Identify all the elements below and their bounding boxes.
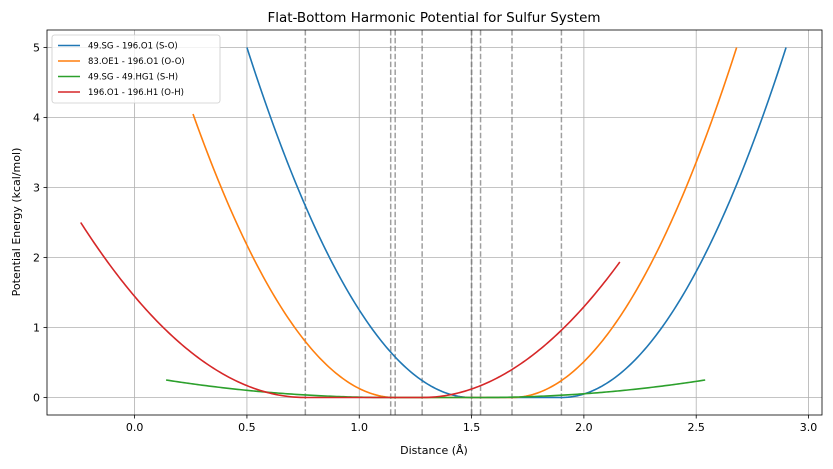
x-tick-label: 3.0 xyxy=(800,421,818,434)
y-tick-label: 0 xyxy=(33,392,40,405)
legend-label: 49.SG - 49.HG1 (S-H) xyxy=(88,73,178,83)
y-tick-label: 5 xyxy=(33,42,40,55)
y-tick-label: 1 xyxy=(33,322,40,335)
legend-label: 83.OE1 - 196.O1 (O-O) xyxy=(88,57,185,67)
threshold-lines xyxy=(304,30,563,415)
y-tick-label: 2 xyxy=(33,252,40,265)
axis-ticks: 0.0 0.5 1.0 1.5 2.0 2.5 3.0 0 1 2 3 4 5 xyxy=(33,42,817,435)
x-tick-label: 1.0 xyxy=(350,421,368,434)
legend-label: 49.SG - 196.O1 (S-O) xyxy=(88,42,178,52)
y-axis-label: Potential Energy (kcal/mol) xyxy=(10,148,23,297)
grid xyxy=(47,30,822,415)
legend-label: 196.O1 - 196.H1 (O-H) xyxy=(88,88,184,98)
x-tick-label: 0.5 xyxy=(238,421,256,434)
legend: 49.SG - 196.O1 (S-O) 83.OE1 - 196.O1 (O-O… xyxy=(51,34,221,104)
y-tick-label: 3 xyxy=(33,182,40,195)
x-axis-label: Distance (Å) xyxy=(400,444,468,457)
legend-box xyxy=(51,34,221,104)
y-tick-label: 4 xyxy=(33,112,40,125)
series-line xyxy=(80,222,621,399)
x-tick-label: 0.0 xyxy=(126,421,144,434)
x-tick-label: 2.5 xyxy=(687,421,705,434)
plot-frame xyxy=(46,29,823,416)
x-tick-label: 1.5 xyxy=(463,421,481,434)
chart-title: Flat-Bottom Harmonic Potential for Sulfu… xyxy=(267,10,600,26)
x-tick-label: 2.0 xyxy=(575,421,593,434)
series-lines xyxy=(80,47,787,399)
